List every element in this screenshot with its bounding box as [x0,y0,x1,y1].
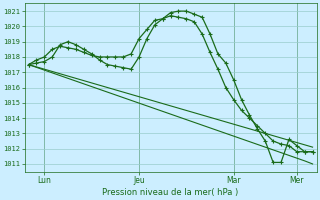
X-axis label: Pression niveau de la mer( hPa ): Pression niveau de la mer( hPa ) [102,188,239,197]
